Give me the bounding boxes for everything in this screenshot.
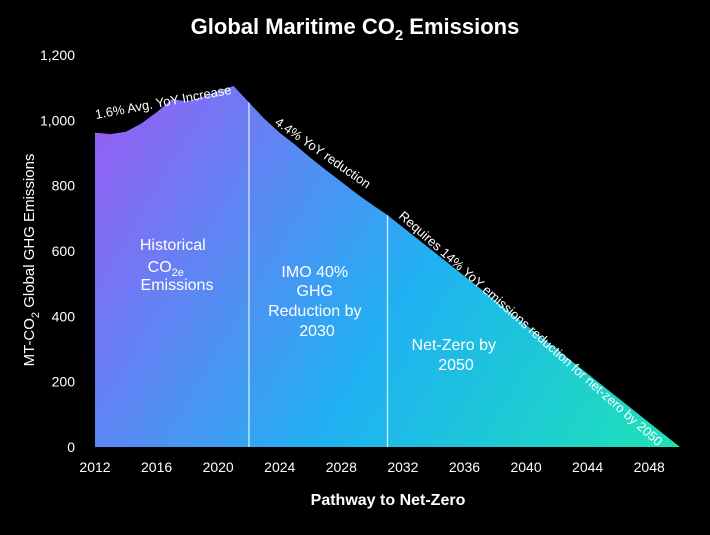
y-tick-label: 600 — [52, 243, 76, 259]
chart-title-subscript: 2 — [395, 27, 403, 44]
chart-title: Global Maritime CO2 Emissions — [191, 14, 520, 44]
net-zero-label: Net-Zero by 2050 — [412, 337, 501, 374]
x-tick-label: 2024 — [264, 459, 295, 475]
divider-layer — [248, 102, 389, 447]
x-tick-label: 2048 — [634, 459, 665, 475]
y-axis-title: MT-CO2 Global GHG Emissions — [21, 154, 42, 367]
x-tick-label: 2028 — [326, 459, 357, 475]
x-tick-label: 2032 — [387, 459, 418, 475]
y-tick-label: 1,000 — [40, 112, 75, 128]
x-axis-title: Pathway to Net-Zero — [311, 492, 466, 509]
x-tick-label: 2016 — [141, 459, 172, 475]
x-tick-label: 2040 — [510, 459, 541, 475]
y-tick-label: 1,200 — [40, 47, 75, 63]
y-tick-label: 200 — [52, 374, 76, 390]
x-tick-label: 2020 — [203, 459, 234, 475]
y-tick-label: 800 — [52, 178, 76, 194]
x-tick-label: 2036 — [449, 459, 480, 475]
x-tick-label: 2044 — [572, 459, 603, 475]
x-tick-label: 2012 — [79, 459, 110, 475]
y-tick-label: 0 — [67, 439, 75, 455]
historical-label: Historical CO2e Emissions — [140, 237, 214, 294]
imo-target-label: IMO 40% GHG Reduction by 2030 — [268, 264, 366, 340]
y-tick-label: 400 — [52, 308, 76, 324]
x-axis-ticks: 2012 2016 2020 2024 2028 2032 2036 2040 2044 2048 — [79, 459, 665, 475]
y-axis-ticks: 0 200 400 600 800 1,000 1,200 — [40, 47, 75, 455]
